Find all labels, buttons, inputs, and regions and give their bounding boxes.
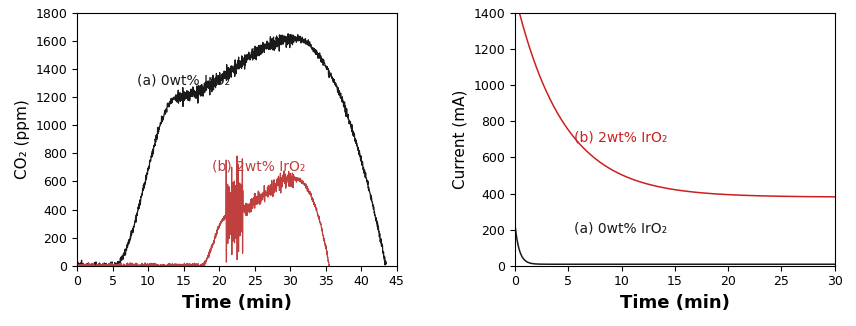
X-axis label: Time (min): Time (min) bbox=[620, 294, 729, 312]
Text: (b) 2wt% IrO₂: (b) 2wt% IrO₂ bbox=[574, 130, 667, 144]
Text: (a) 0wt% IrO₂: (a) 0wt% IrO₂ bbox=[574, 221, 667, 235]
X-axis label: Time (min): Time (min) bbox=[182, 294, 292, 312]
Y-axis label: CO₂ (ppm): CO₂ (ppm) bbox=[15, 99, 30, 179]
Y-axis label: Current (mA): Current (mA) bbox=[453, 90, 467, 189]
Text: (a) 0wt% IrO₂: (a) 0wt% IrO₂ bbox=[138, 74, 230, 88]
Text: (b) 2wt% IrO₂: (b) 2wt% IrO₂ bbox=[212, 159, 306, 173]
